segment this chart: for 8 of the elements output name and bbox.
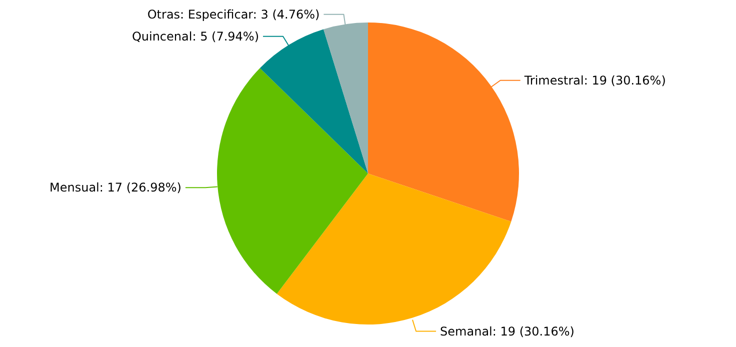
pie-slice: [260, 29, 368, 174]
slice-label: Otras: Especificar: 3 (4.76%): [147, 7, 320, 22]
pie-slice: [276, 174, 512, 324]
slice-label: Quincenal: 5 (7.94%): [132, 29, 260, 44]
slice-label: Trimestral: 19 (30.16%): [523, 73, 666, 88]
slice-label: Mensual: 17 (26.98%): [50, 180, 182, 195]
pie-slice: [368, 22, 519, 222]
slice-label: Semanal: 19 (30.16%): [440, 324, 574, 338]
